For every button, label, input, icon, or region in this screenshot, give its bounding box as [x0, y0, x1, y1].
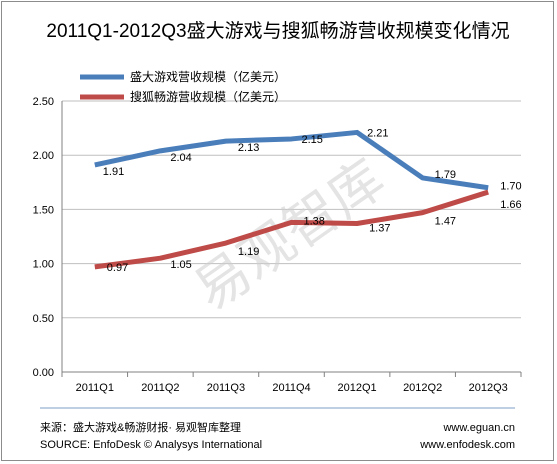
footer-source-cn: 来源：盛大游戏&畅游财报· 易观智库整理: [40, 420, 241, 434]
x-tick-label: 2011Q2: [141, 382, 179, 394]
data-label: 1.05: [170, 259, 191, 271]
data-label: 1.19: [238, 246, 259, 258]
y-tick-label: 1.00: [33, 259, 54, 271]
data-label: 2.04: [170, 152, 191, 164]
data-label: 1.66: [500, 199, 521, 211]
x-tick-label: 2011Q1: [76, 382, 114, 394]
y-tick-label: 0.00: [33, 367, 54, 379]
watermark: 易观智库: [183, 147, 396, 322]
y-axis-ticks: 0.00 0.50 1.00 1.50 2.00 2.50: [33, 96, 54, 379]
data-label: 0.97: [107, 262, 128, 274]
footer-source-en: SOURCE: EnfoDesk © Analysys Internationa…: [40, 439, 262, 451]
data-label: 1.70: [500, 181, 521, 193]
data-label: 1.79: [435, 169, 456, 181]
x-axis: 2011Q1 2011Q2 2011Q3 2011Q4 2012Q1 2012Q2 2012…: [61, 101, 522, 394]
x-tick-label: 2012Q2: [403, 382, 442, 394]
chart-title: 2011Q1-2012Q3盛大游戏与搜狐畅游营收规模变化情况: [46, 20, 509, 42]
y-tick-label: 2.00: [33, 150, 54, 162]
y-tick-label: 2.50: [33, 96, 54, 108]
series-group: [94, 129, 489, 270]
y-tick-label: 1.50: [33, 204, 54, 216]
data-labels: 1.91 2.04 2.13 2.15 2.21 1.79 1.70 0.97 1.05 1.19…: [103, 127, 522, 273]
data-label: 1.37: [369, 222, 390, 234]
data-label: 1.38: [304, 215, 325, 227]
series-line-0: [94, 129, 489, 191]
watermark-text: 易观智库: [183, 147, 396, 322]
x-tick-label: 2011Q4: [272, 382, 310, 394]
legend: 盛大游戏营收规模（亿美元） 搜狐畅游营收规模（亿美元）: [80, 69, 286, 104]
legend-label-1: 搜狐畅游营收规模（亿美元）: [130, 89, 286, 104]
legend-label-0: 盛大游戏营收规模（亿美元）: [130, 69, 286, 84]
y-tick-label: 0.50: [33, 313, 54, 325]
x-tick-label: 2012Q3: [469, 382, 508, 394]
series-line-1: [94, 189, 489, 270]
data-label: 2.21: [367, 127, 388, 139]
footer-url-eguan: www.eguan.cn: [442, 422, 515, 434]
data-label: 1.47: [435, 216, 456, 228]
x-tick-label: 2011Q3: [207, 382, 245, 394]
data-label: 1.91: [103, 166, 124, 178]
data-label: 2.15: [302, 134, 323, 146]
footer-url-enfodesk: www.enfodesk.com: [419, 439, 515, 451]
data-label: 2.13: [238, 142, 259, 154]
x-tick-label: 2012Q1: [337, 382, 376, 394]
